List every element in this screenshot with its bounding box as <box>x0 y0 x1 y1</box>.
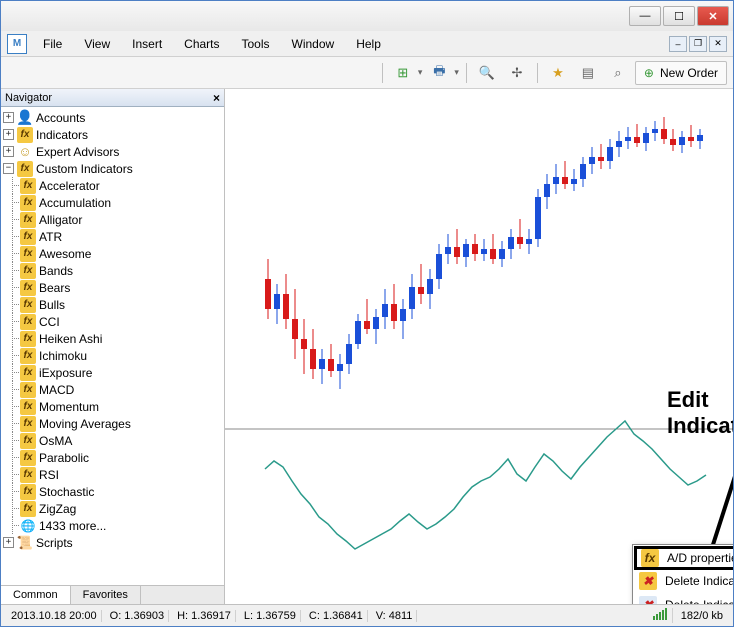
chart-area[interactable]: Edit Indicator fxA/D properties…✖Delete … <box>225 89 733 604</box>
app-icon: M <box>7 34 27 54</box>
crosshair-icon[interactable]: ✢ <box>504 61 530 85</box>
statusbar: 2013.10.18 20:00 O: 1.36903 H: 1.36917 L… <box>1 604 733 626</box>
workspace: Navigator × +👤Accounts+fxIndicators+☺Exp… <box>1 89 733 604</box>
menu-charts[interactable]: Charts <box>174 34 229 54</box>
print-icon[interactable]: 🖶 <box>426 61 452 85</box>
tree-scripts[interactable]: +📜Scripts <box>1 534 224 551</box>
tree-item-awesome[interactable]: fxAwesome <box>1 245 224 262</box>
navigator-tree[interactable]: +👤Accounts+fxIndicators+☺Expert Advisors… <box>1 107 224 585</box>
tree-item-heiken-ashi[interactable]: fxHeiken Ashi <box>1 330 224 347</box>
tree-item-atr[interactable]: fxATR <box>1 228 224 245</box>
mdi-restore-button[interactable]: ❐ <box>689 36 707 52</box>
star-icon[interactable]: ★ <box>545 61 571 85</box>
context-menu: fxA/D properties…✖Delete Indicator✖Delet… <box>632 544 733 604</box>
ctx-delete-indicator[interactable]: ✖Delete Indicator <box>635 569 733 593</box>
window-maximize-button[interactable]: ☐ <box>663 6 695 26</box>
tree-item-bears[interactable]: fxBears <box>1 279 224 296</box>
annotation-arrow <box>705 414 733 559</box>
navigator-close-button[interactable]: × <box>213 91 220 105</box>
menu-help[interactable]: Help <box>346 34 391 54</box>
tree-item-momentum[interactable]: fxMomentum <box>1 398 224 415</box>
price-chart <box>225 89 733 584</box>
navigator-tabs: Common Favorites <box>1 585 224 604</box>
status-low: L: 1.36759 <box>240 610 301 622</box>
tree-item-stochastic[interactable]: fxStochastic <box>1 483 224 500</box>
tab-common[interactable]: Common <box>1 586 71 604</box>
menubar: M FileViewInsertChartsToolsWindowHelp – … <box>1 31 733 57</box>
zoom-icon[interactable]: ⌕ <box>605 61 631 85</box>
menu-tools[interactable]: Tools <box>232 34 280 54</box>
tree-item-rsi[interactable]: fxRSI <box>1 466 224 483</box>
tree-item-moving-averages[interactable]: fxMoving Averages <box>1 415 224 432</box>
tab-favorites[interactable]: Favorites <box>71 586 141 604</box>
navigator-header: Navigator × <box>1 89 224 107</box>
tree-item-bands[interactable]: fxBands <box>1 262 224 279</box>
ctx-delete-indicator-window[interactable]: ✖Delete Indicator Window <box>635 593 733 604</box>
signal-bars-icon <box>649 608 673 623</box>
menu-view[interactable]: View <box>74 34 120 54</box>
status-open: O: 1.36903 <box>106 610 169 622</box>
titlebar: — ☐ ✕ <box>1 1 733 31</box>
tree-expert-advisors[interactable]: +☺Expert Advisors <box>1 143 224 160</box>
tree-item-ichimoku[interactable]: fxIchimoku <box>1 347 224 364</box>
tree-item-iexposure[interactable]: fxiExposure <box>1 364 224 381</box>
toolbar: ⊞▾🖶▾🔍✢★▤⌕⊕New Order <box>1 57 733 89</box>
status-volume: V: 4811 <box>372 610 418 622</box>
navigator-title: Navigator <box>5 92 52 104</box>
panel-icon[interactable]: ▤ <box>575 61 601 85</box>
status-net: 182/0 kb <box>677 610 727 622</box>
tree-item-alligator[interactable]: fxAlligator <box>1 211 224 228</box>
tree-item-zigzag[interactable]: fxZigZag <box>1 500 224 517</box>
tree-indicators[interactable]: +fxIndicators <box>1 126 224 143</box>
tree-accounts[interactable]: +👤Accounts <box>1 109 224 126</box>
status-high: H: 1.36917 <box>173 610 236 622</box>
new-chart-icon[interactable]: ⊞ <box>390 61 416 85</box>
new-order-button[interactable]: ⊕New Order <box>635 61 727 85</box>
magnify-icon[interactable]: 🔍 <box>474 61 500 85</box>
status-time: 2013.10.18 20:00 <box>7 610 102 622</box>
tree-more[interactable]: 🌐1433 more... <box>1 517 224 534</box>
tree-item-macd[interactable]: fxMACD <box>1 381 224 398</box>
tree-custom-indicators[interactable]: −fxCustom Indicators <box>1 160 224 177</box>
status-close: C: 1.36841 <box>305 610 368 622</box>
navigator-panel: Navigator × +👤Accounts+fxIndicators+☺Exp… <box>1 89 225 604</box>
tree-item-osma[interactable]: fxOsMA <box>1 432 224 449</box>
app-window: — ☐ ✕ M FileViewInsertChartsToolsWindowH… <box>0 0 734 627</box>
mdi-close-button[interactable]: ✕ <box>709 36 727 52</box>
tree-item-accumulation[interactable]: fxAccumulation <box>1 194 224 211</box>
window-minimize-button[interactable]: — <box>629 6 661 26</box>
ctx-ad-properties[interactable]: fxA/D properties… <box>634 546 733 570</box>
window-close-button[interactable]: ✕ <box>697 6 729 26</box>
tree-item-cci[interactable]: fxCCI <box>1 313 224 330</box>
menu-insert[interactable]: Insert <box>122 34 172 54</box>
menu-file[interactable]: File <box>33 34 72 54</box>
tree-item-parabolic[interactable]: fxParabolic <box>1 449 224 466</box>
mdi-controls: – ❐ ✕ <box>669 36 727 52</box>
mdi-minimize-button[interactable]: – <box>669 36 687 52</box>
menu-window[interactable]: Window <box>282 34 345 54</box>
tree-item-accelerator[interactable]: fxAccelerator <box>1 177 224 194</box>
tree-item-bulls[interactable]: fxBulls <box>1 296 224 313</box>
